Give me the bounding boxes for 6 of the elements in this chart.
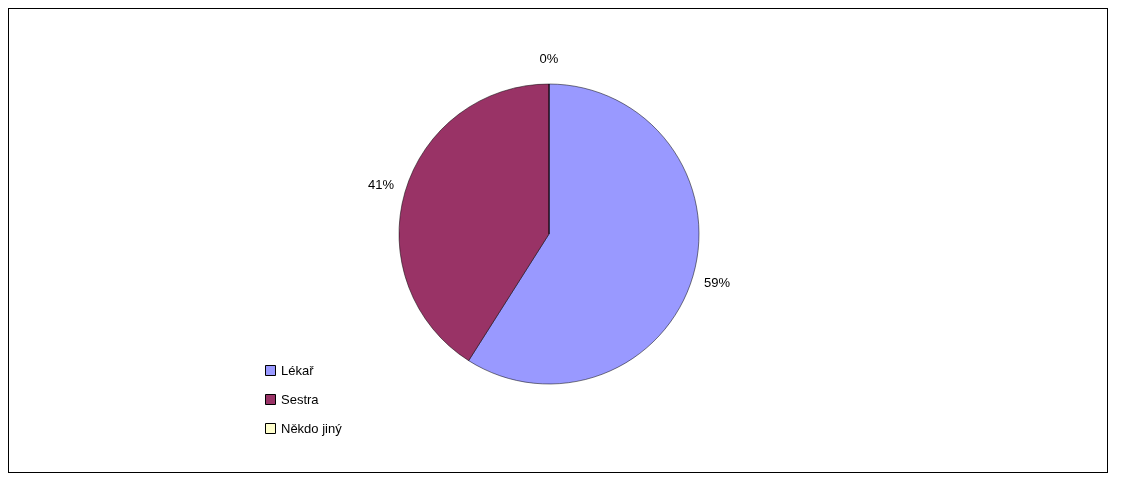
data-label: 59% xyxy=(704,274,731,290)
data-label: 41% xyxy=(367,177,395,193)
legend-label: Lékař xyxy=(281,362,315,378)
legend-label: Sestra xyxy=(281,391,320,407)
text: 0% xyxy=(539,51,559,66)
legend-label: Někdo jiný xyxy=(281,420,343,436)
